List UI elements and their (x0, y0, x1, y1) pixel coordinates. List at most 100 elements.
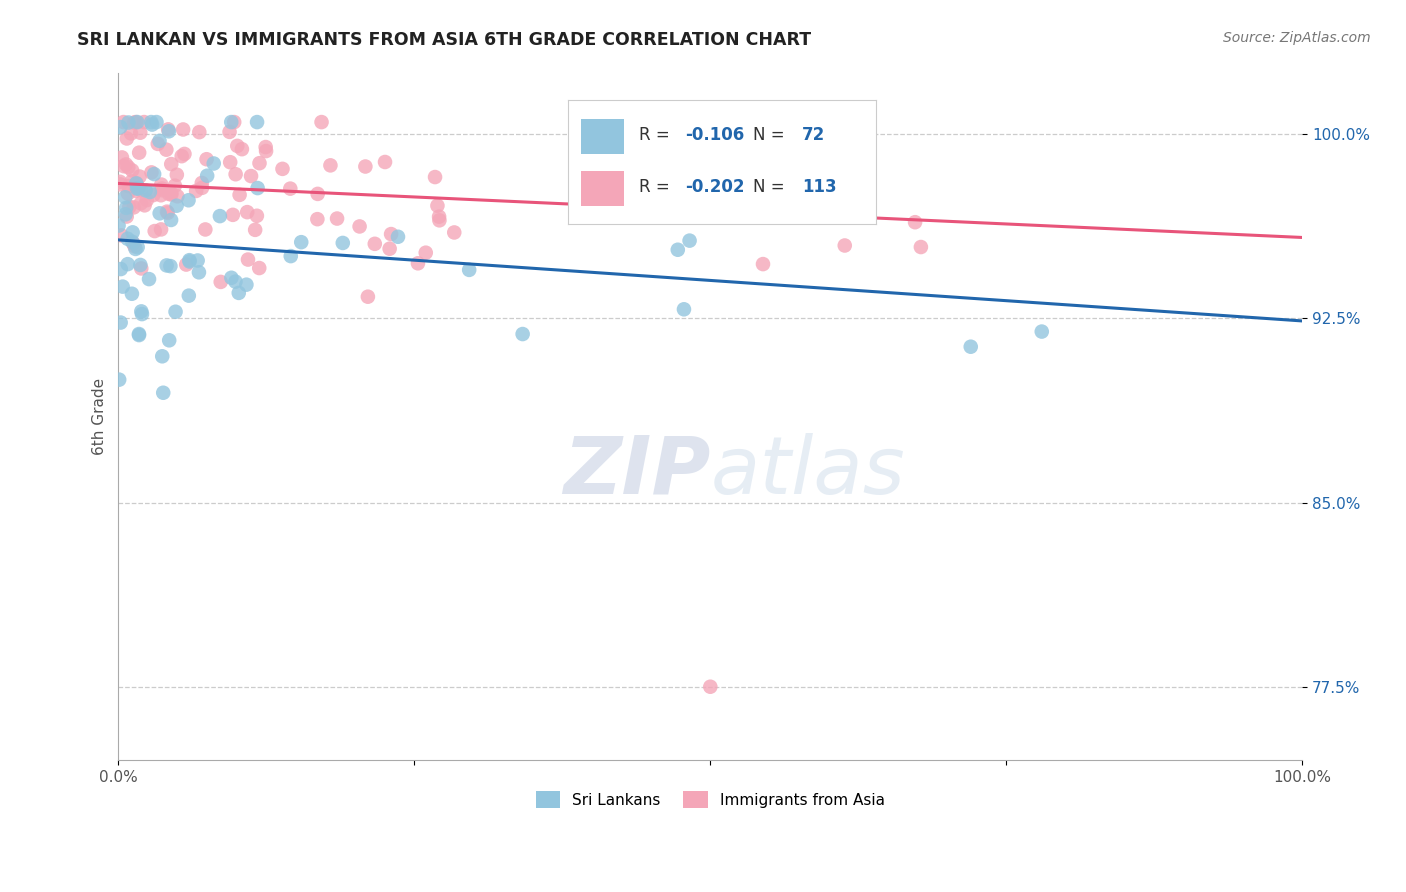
Point (124, 242, 146, 256)
Point (226, 139, 249, 153)
Point (236, 205, 259, 219)
Point (187, 265, 209, 279)
Point (131, 307, 153, 321)
Point (332, 235, 354, 250)
Point (380, 227, 402, 241)
Point (117, 186, 139, 201)
Point (219, 115, 242, 129)
Point (219, 155, 242, 169)
Point (228, 187, 250, 202)
Point (699, 680, 721, 694)
Point (143, 224, 166, 238)
Point (128, 328, 150, 343)
Point (156, 204, 179, 219)
Point (174, 258, 197, 272)
Point (173, 147, 195, 161)
Point (110, 178, 132, 192)
Point (156, 206, 179, 220)
Point (125, 177, 148, 191)
Point (423, 169, 446, 184)
Text: Source: ZipAtlas.com: Source: ZipAtlas.com (1223, 31, 1371, 45)
Point (157, 186, 180, 201)
Point (458, 263, 481, 277)
Point (278, 181, 301, 195)
Point (146, 136, 169, 151)
Point (115, 131, 138, 145)
Point (110, 262, 132, 277)
Point (150, 183, 173, 197)
Point (131, 304, 153, 318)
Point (110, 316, 132, 330)
Point (163, 178, 186, 193)
Point (714, 143, 737, 157)
Point (156, 259, 179, 273)
Point (157, 122, 180, 136)
Point (184, 184, 207, 198)
Point (307, 212, 329, 227)
Point (231, 142, 253, 156)
Point (121, 286, 143, 301)
Point (427, 210, 450, 224)
Point (246, 209, 269, 223)
Point (844, 151, 866, 165)
Point (609, 192, 631, 206)
Point (149, 188, 172, 202)
Point (218, 125, 240, 139)
Point (112, 115, 135, 129)
Point (852, 201, 875, 215)
Point (111, 279, 134, 293)
Point (159, 259, 181, 273)
Point (378, 242, 401, 256)
Point (188, 125, 211, 139)
Point (349, 219, 371, 234)
Point (678, 234, 700, 248)
Point (122, 236, 145, 251)
Point (129, 258, 152, 272)
Point (910, 240, 932, 254)
Point (115, 210, 138, 224)
Point (157, 124, 180, 138)
Point (118, 200, 141, 214)
Point (150, 222, 173, 236)
Point (125, 115, 148, 129)
Point (150, 181, 173, 195)
Point (387, 229, 409, 244)
Point (129, 261, 152, 276)
Point (110, 228, 132, 243)
Point (406, 256, 429, 270)
Point (129, 126, 152, 140)
Point (426, 199, 449, 213)
Point (666, 243, 689, 257)
Point (128, 326, 150, 341)
Point (311, 115, 333, 129)
Point (155, 143, 177, 157)
Point (127, 240, 149, 254)
Point (138, 272, 160, 286)
Point (121, 225, 143, 239)
Point (179, 254, 201, 268)
Point (254, 140, 277, 154)
Point (134, 198, 156, 212)
Point (129, 196, 152, 211)
Point (143, 167, 166, 181)
Point (112, 159, 135, 173)
Point (122, 115, 145, 129)
Point (110, 120, 132, 134)
Point (706, 162, 728, 177)
Point (834, 238, 856, 252)
Point (135, 193, 157, 207)
Point (221, 270, 243, 285)
Point (107, 219, 129, 233)
Point (443, 226, 465, 240)
Point (117, 179, 139, 194)
Point (117, 115, 139, 129)
Point (160, 157, 183, 171)
Point (121, 235, 143, 249)
Point (170, 149, 193, 163)
Point (124, 239, 146, 253)
Point (319, 158, 342, 172)
Point (752, 257, 775, 271)
Point (139, 185, 162, 199)
Point (307, 186, 329, 201)
Point (157, 334, 180, 348)
